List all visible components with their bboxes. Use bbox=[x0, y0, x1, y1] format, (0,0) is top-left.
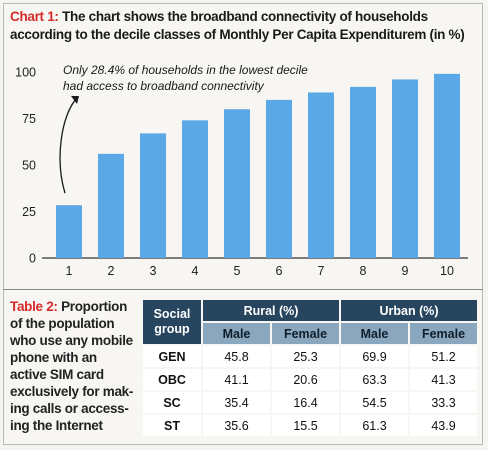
chart-title-label: Chart 1: bbox=[10, 9, 59, 24]
x-tick-label: 7 bbox=[318, 264, 325, 278]
table-cell: 35.6 bbox=[203, 415, 270, 436]
row-group-label: ST bbox=[143, 415, 201, 436]
bar-chart: 0 25 50 75 100 1 2 3 4 5 6 7 8 9 10 Only 28.4% of house… bbox=[15, 63, 468, 278]
table-caption-line: of the population bbox=[10, 316, 115, 331]
table-caption-first-word: Proportion bbox=[61, 299, 128, 314]
rural-header: Rural (%) bbox=[203, 300, 339, 321]
social-group-header-line2: group bbox=[154, 322, 190, 336]
x-tick-label: 9 bbox=[402, 264, 409, 278]
table-caption: Table 2: Proportion of the population who… bbox=[10, 298, 138, 434]
annotation-arrowhead bbox=[71, 96, 79, 104]
table-cell: 15.5 bbox=[272, 415, 339, 436]
y-tick-label: 25 bbox=[22, 205, 36, 219]
urban-header: Urban (%) bbox=[341, 300, 477, 321]
table-caption-line: ing the Internet bbox=[10, 418, 103, 433]
row-group-label: OBC bbox=[143, 369, 201, 390]
data-table: Social group Rural (%) Urban (%) Male Fe… bbox=[141, 298, 479, 438]
table-header-row-2: Male Female Male Female bbox=[143, 323, 477, 344]
section-divider bbox=[3, 289, 483, 290]
table-row: ST 35.6 15.5 61.3 43.9 bbox=[143, 415, 477, 436]
bar bbox=[56, 205, 82, 258]
table-cell: 35.4 bbox=[203, 392, 270, 413]
table-cell: 45.8 bbox=[203, 346, 270, 367]
table-cell: 51.2 bbox=[410, 346, 477, 367]
table-row: GEN 45.8 25.3 69.9 51.2 bbox=[143, 346, 477, 367]
social-group-header: Social group bbox=[143, 300, 201, 344]
x-tick-label: 10 bbox=[440, 264, 454, 278]
table-caption-label: Table 2: bbox=[10, 299, 58, 314]
x-tick-label: 8 bbox=[360, 264, 367, 278]
table-header-row-1: Social group Rural (%) Urban (%) bbox=[143, 300, 477, 344]
table-cell: 41.1 bbox=[203, 369, 270, 390]
table-row: OBC 41.1 20.6 63.3 41.3 bbox=[143, 369, 477, 390]
rural-female-header: Female bbox=[272, 323, 339, 344]
y-tick-label: 0 bbox=[29, 252, 36, 266]
x-tick-label: 2 bbox=[108, 264, 115, 278]
table-cell: 16.4 bbox=[272, 392, 339, 413]
annotation-line-1: Only 28.4% of households in the lowest d… bbox=[63, 63, 308, 77]
bar bbox=[182, 120, 208, 258]
y-tick-label: 100 bbox=[15, 66, 36, 80]
chart-title-text: The chart shows the broadband connectivi… bbox=[10, 9, 465, 42]
table-caption-line: who use any mobile bbox=[10, 333, 133, 348]
table-cell: 41.3 bbox=[410, 369, 477, 390]
y-tick-label: 50 bbox=[22, 159, 36, 173]
table-row: SC 35.4 16.4 54.5 33.3 bbox=[143, 392, 477, 413]
table-caption-line: phone with an bbox=[10, 350, 97, 365]
urban-male-header: Male bbox=[341, 323, 408, 344]
bar bbox=[140, 133, 166, 258]
x-tick-label: 3 bbox=[150, 264, 157, 278]
table-cell: 25.3 bbox=[272, 346, 339, 367]
x-tick-label: 4 bbox=[192, 264, 199, 278]
table-caption-line: exclusively for mak- bbox=[10, 384, 134, 399]
table-caption-line: active SIM card bbox=[10, 367, 104, 382]
annotation-arrow bbox=[59, 97, 78, 194]
bar bbox=[308, 92, 334, 259]
bar bbox=[98, 153, 124, 258]
rural-male-header: Male bbox=[203, 323, 270, 344]
bar bbox=[434, 73, 460, 258]
table-cell: 61.3 bbox=[341, 415, 408, 436]
chart-title: Chart 1: The chart shows the broadband c… bbox=[10, 8, 475, 44]
table-cell: 69.9 bbox=[341, 346, 408, 367]
bar bbox=[266, 99, 292, 259]
row-group-label: SC bbox=[143, 392, 201, 413]
x-tick-label: 1 bbox=[66, 264, 73, 278]
table-cell: 54.5 bbox=[341, 392, 408, 413]
x-tick-label: 6 bbox=[276, 264, 283, 278]
table-caption-line: ing calls or access- bbox=[10, 401, 129, 416]
y-tick-label: 75 bbox=[22, 112, 36, 126]
table-cell: 33.3 bbox=[410, 392, 477, 413]
bar bbox=[224, 109, 250, 258]
social-group-header-line1: Social bbox=[153, 307, 191, 321]
table-cell: 63.3 bbox=[341, 369, 408, 390]
table-cell: 43.9 bbox=[410, 415, 477, 436]
annotation-line-2: had access to broadband connectivity bbox=[63, 79, 265, 93]
x-tick-label: 5 bbox=[234, 264, 241, 278]
urban-female-header: Female bbox=[410, 323, 477, 344]
table-cell: 20.6 bbox=[272, 369, 339, 390]
bar bbox=[350, 86, 376, 258]
row-group-label: GEN bbox=[143, 346, 201, 367]
table-caption-lines: of the population who use any mobile phone… bbox=[10, 316, 133, 433]
bar bbox=[392, 79, 418, 258]
